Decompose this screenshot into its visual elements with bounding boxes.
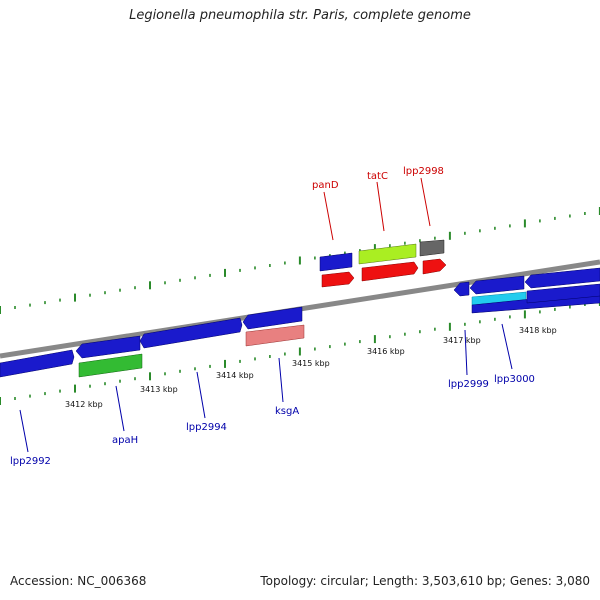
gene-arrow-apah-upper[interactable] — [75, 335, 141, 359]
gene-label-apah[interactable]: apaH — [112, 435, 138, 446]
scale-label-3416: 3416 kbp — [367, 347, 405, 356]
scale-ticks-bottom — [0, 298, 600, 405]
gene-box-apah[interactable] — [78, 353, 143, 378]
scale-label-3412: 3412 kbp — [65, 400, 103, 409]
gene-box-pand-blue[interactable] — [319, 252, 353, 272]
genome-title: Legionella pneumophila str. Paris, compl… — [129, 8, 471, 23]
leader-ksga — [278, 357, 284, 403]
leader-lpp2998 — [420, 177, 431, 227]
gene-label-tatc[interactable]: tatC — [367, 171, 388, 182]
gene-label-lpp2994[interactable]: lpp2994 — [186, 422, 227, 433]
gene-arrow-right-edge-lower[interactable] — [526, 283, 600, 304]
gene-label-pand[interactable]: panD — [312, 180, 339, 191]
scale-label-3417: 3417 kbp — [443, 336, 481, 345]
gene-arrow-upper-ksga[interactable] — [242, 306, 303, 330]
leader-lpp3000 — [501, 323, 513, 370]
gene-arrow-lpp2999[interactable] — [453, 281, 470, 297]
gene-label-lpp2992[interactable]: lpp2992 — [10, 456, 51, 467]
gene-label-lpp2998[interactable]: lpp2998 — [403, 166, 444, 177]
scale-ticks-top — [0, 207, 600, 314]
leader-lines — [19, 177, 513, 453]
leader-tatc — [376, 181, 385, 232]
gene-box-ksga[interactable] — [245, 324, 305, 347]
scale-label-3413: 3413 kbp — [140, 385, 178, 394]
gene-labels: panD tatC lpp2998 lpp2992 apaH lpp2994 k… — [10, 166, 535, 467]
gene-arrow-lpp2994[interactable] — [139, 317, 243, 349]
gene-box-tatc[interactable] — [358, 243, 417, 265]
gene-box-lpp2998[interactable] — [419, 239, 445, 257]
gene-label-lpp3000[interactable]: lpp3000 — [494, 374, 535, 385]
gene-label-ksga[interactable]: ksgA — [275, 406, 299, 417]
genome-summary-text: Topology: circular; Length: 3,503,610 bp… — [260, 574, 590, 588]
gene-label-lpp2999[interactable]: lpp2999 — [448, 379, 489, 390]
gene-arrow-right-edge-upper[interactable] — [524, 267, 600, 289]
gene-arrow-pand[interactable] — [321, 271, 355, 288]
leader-lpp2994 — [196, 371, 206, 419]
gene-track-upper — [319, 239, 447, 288]
gene-track-lower — [0, 306, 305, 378]
accession-text: Accession: NC_006368 — [10, 574, 147, 588]
leader-apah — [115, 385, 125, 432]
leader-pand — [323, 191, 334, 241]
gene-arrow-tatc[interactable] — [361, 261, 419, 282]
leader-lpp2992 — [19, 409, 29, 453]
scale-label-3415: 3415 kbp — [292, 359, 330, 368]
scale-label-3414: 3414 kbp — [216, 371, 254, 380]
gene-arrow-lpp2998[interactable] — [422, 258, 447, 275]
leader-lpp2999 — [464, 329, 468, 376]
gene-track-right — [453, 267, 600, 314]
gene-arrow-lpp2992[interactable] — [0, 349, 75, 378]
scale-labels: 3412 kbp 3413 kbp 3414 kbp 3415 kbp 3416… — [65, 326, 557, 409]
scale-label-3418: 3418 kbp — [519, 326, 557, 335]
gene-arrow-lpp3000-upper[interactable] — [469, 275, 525, 295]
